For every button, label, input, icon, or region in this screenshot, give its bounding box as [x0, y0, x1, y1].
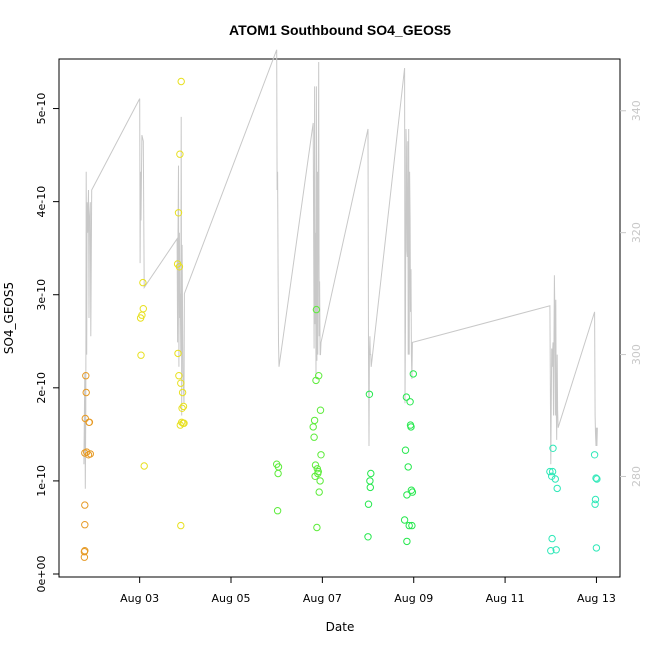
y-tick-label: 1e-10	[35, 465, 48, 497]
data-point	[409, 370, 417, 378]
data-point	[364, 533, 372, 541]
axis-layer: Aug 03 Aug 05 Aug 07 Aug 09 Aug 11 Aug 13 0e+0…	[35, 93, 643, 605]
data-point	[175, 263, 184, 271]
data-point	[591, 500, 599, 508]
x-tick-label: Aug 09	[394, 592, 433, 605]
y2-tick-label: 300	[630, 344, 643, 365]
data-point	[137, 351, 145, 359]
data-point	[175, 372, 183, 380]
y-tick-label: 3e-10	[35, 279, 48, 311]
data-point	[546, 467, 554, 476]
y-tick-label: 5e-10	[35, 93, 48, 125]
data-point	[174, 209, 183, 217]
data-point	[82, 372, 90, 380]
x-tick-label: Aug 05	[212, 592, 251, 605]
y2-tick-label: 320	[630, 222, 643, 243]
data-point	[313, 523, 321, 532]
data-point	[81, 501, 89, 509]
plot-frame	[58, 58, 621, 578]
x-tick-label: Aug 03	[120, 592, 159, 605]
data-point	[176, 150, 184, 158]
data-point	[312, 305, 321, 314]
data-point	[404, 463, 412, 471]
data-point	[315, 372, 323, 380]
data-point	[593, 475, 601, 483]
y-tick-label: 4e-10	[35, 186, 48, 218]
data-point	[401, 446, 410, 454]
data-point	[315, 488, 323, 496]
data-point	[180, 419, 188, 427]
data-point	[273, 507, 282, 515]
data-point	[178, 404, 186, 412]
data-point	[311, 461, 320, 469]
data-point	[81, 547, 89, 555]
data-point	[178, 388, 187, 397]
data-point	[365, 390, 374, 398]
data-point	[406, 398, 414, 406]
x-tick-label: Aug 11	[486, 592, 525, 605]
y-axis-label: SO4_GEOS5	[2, 282, 16, 354]
data-point	[81, 414, 90, 423]
data-point	[140, 462, 148, 470]
data-point	[405, 521, 413, 530]
line-layer	[83, 49, 598, 489]
data-point	[316, 406, 325, 414]
data-point	[366, 483, 374, 492]
data-point	[549, 444, 557, 452]
data-point	[547, 547, 555, 555]
data-point	[177, 521, 185, 530]
data-point	[314, 467, 322, 476]
y2-tick-label: 340	[630, 100, 643, 121]
data-point	[179, 402, 188, 411]
x-tick-label: Aug 07	[303, 592, 342, 605]
data-point	[548, 534, 556, 543]
data-point	[316, 477, 324, 485]
data-point	[177, 77, 185, 86]
data-point	[139, 305, 148, 313]
y2-tick-label: 280	[630, 466, 643, 487]
data-point	[592, 544, 601, 552]
chart-title: ATOM1 Southbound SO4_GEOS5	[229, 22, 451, 38]
data-point	[553, 484, 561, 493]
point-layer	[80, 77, 601, 561]
data-point	[367, 469, 375, 478]
x-axis-label: Date	[326, 620, 355, 634]
x-tick-label: Aug 13	[577, 592, 616, 605]
series-line	[83, 49, 598, 489]
data-point	[591, 495, 600, 504]
data-point	[548, 467, 557, 476]
data-point	[85, 418, 94, 426]
data-point	[552, 546, 560, 554]
data-point	[408, 488, 417, 496]
data-point	[400, 516, 409, 524]
data-point	[590, 451, 599, 459]
data-point	[274, 463, 283, 471]
data-point	[408, 521, 416, 530]
data-point	[177, 379, 185, 387]
data-point	[551, 475, 559, 483]
y-tick-label: 0e+00	[35, 556, 48, 593]
data-point	[139, 278, 147, 287]
data-point	[317, 451, 325, 459]
data-point	[364, 500, 373, 508]
data-point	[86, 450, 95, 458]
data-point	[174, 349, 182, 358]
data-point	[592, 474, 600, 482]
data-point	[81, 521, 89, 529]
data-point	[402, 393, 411, 401]
data-point	[403, 537, 411, 546]
data-point	[310, 433, 318, 441]
data-point	[407, 423, 415, 431]
data-point	[82, 388, 90, 397]
y-tick-label: 2e-10	[35, 372, 48, 404]
data-point	[310, 416, 319, 425]
